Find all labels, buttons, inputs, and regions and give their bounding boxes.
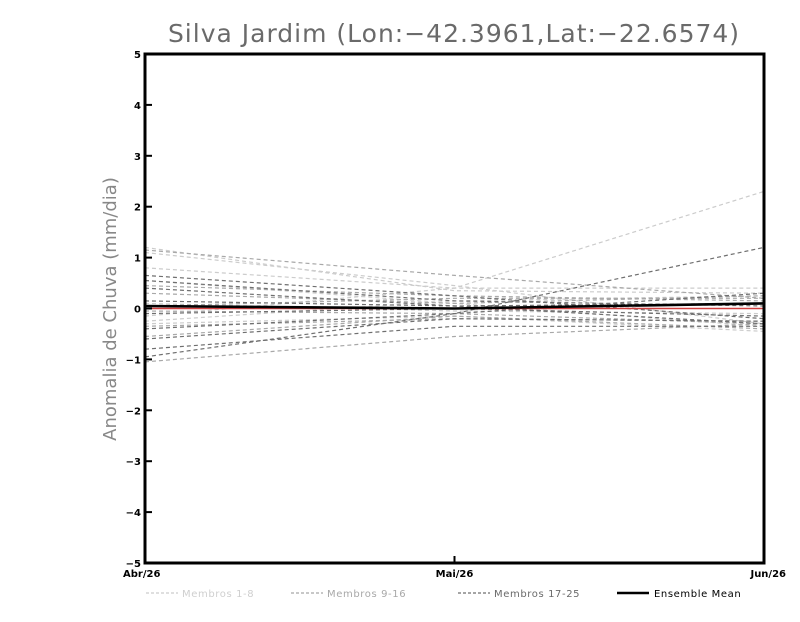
y-tick-label: −1 bbox=[126, 355, 141, 366]
member-line-13 bbox=[144, 292, 765, 305]
y-tick-label: 2 bbox=[134, 203, 141, 214]
member-line-10 bbox=[144, 297, 764, 307]
member-line-9 bbox=[144, 249, 765, 299]
member-line-22 bbox=[144, 318, 765, 340]
member-line-4 bbox=[144, 190, 765, 317]
member-line-2 bbox=[144, 251, 765, 325]
y-tick-label: −4 bbox=[126, 508, 141, 519]
member-line-6 bbox=[144, 302, 765, 315]
member-line-1 bbox=[144, 246, 765, 294]
x-tick-label: Mai/26 bbox=[436, 569, 474, 580]
x-tick-label: Abr/26 bbox=[123, 569, 160, 580]
member-line-21 bbox=[144, 325, 764, 350]
member-line-24 bbox=[144, 292, 765, 330]
member-line-17 bbox=[144, 274, 765, 320]
series-layer bbox=[144, 190, 765, 363]
y-tick-label: −3 bbox=[126, 457, 141, 468]
x-tick-label: Jun/26 bbox=[749, 569, 786, 580]
y-tick-label: 1 bbox=[134, 254, 141, 265]
legend: Membros 1-8 Membros 9-16 Membros 17-25 Ense… bbox=[146, 589, 741, 600]
y-axis-label: Anomalia de Chuva (mm/dia) bbox=[100, 177, 121, 441]
y-tick-label: 5 bbox=[134, 50, 141, 61]
y-axis-ticks: 5 4 3 2 1 0 −1 −2 −3 −4 −5 bbox=[126, 50, 152, 570]
member-line-23 bbox=[144, 279, 765, 307]
member-line-12 bbox=[144, 315, 765, 338]
legend-label: Membros 17-25 bbox=[494, 589, 580, 600]
x-axis-ticks: Abr/26 Mai/26 Jun/26 bbox=[123, 556, 786, 580]
ensemble-mean-layer bbox=[144, 302, 765, 310]
member-line-15 bbox=[144, 323, 765, 363]
chart-title: Silva Jardim (Lon:−42.3961,Lat:−22.6574) bbox=[168, 19, 740, 48]
y-tick-label: 0 bbox=[134, 305, 141, 316]
y-tick-label: 3 bbox=[134, 152, 141, 163]
y-tick-label: −5 bbox=[126, 559, 141, 570]
member-line-19 bbox=[144, 300, 765, 307]
ensemble-mean-line bbox=[144, 302, 765, 310]
legend-label: Membros 1-8 bbox=[182, 589, 254, 600]
legend-label: Membros 9-16 bbox=[327, 589, 406, 600]
y-tick-label: 4 bbox=[134, 101, 141, 112]
y-tick-label: −2 bbox=[126, 406, 141, 417]
legend-label: Ensemble Mean bbox=[654, 589, 741, 600]
